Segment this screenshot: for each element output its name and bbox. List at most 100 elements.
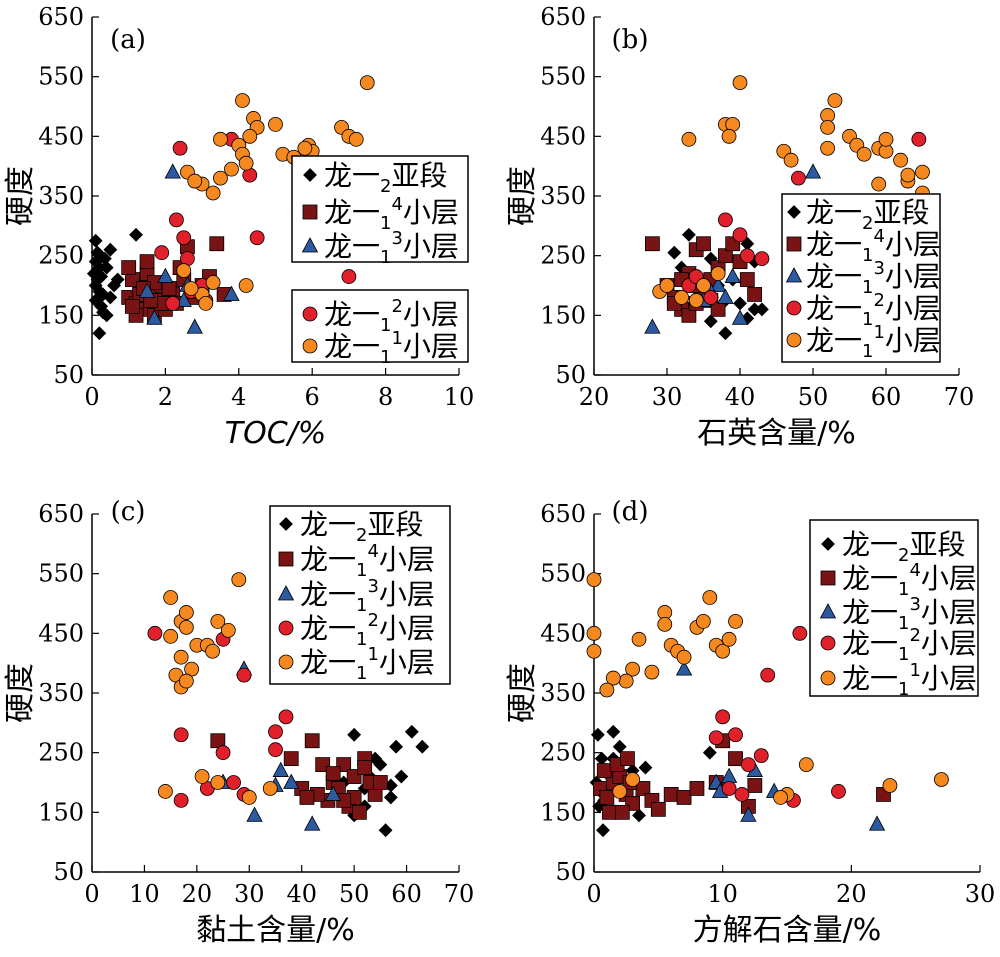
legend-marker [786,236,802,252]
data-point [268,742,283,758]
panel-label: (a) [110,25,146,55]
legend-marker [786,300,802,316]
data-point [183,281,199,296]
data-point [176,230,192,246]
data-point [223,285,240,301]
data-point [224,161,239,177]
x-tick-label: 6 [305,383,320,411]
data-point [740,806,757,822]
series-3 [708,625,846,808]
y-tick-label: 150 [38,301,84,329]
x-tick-label: 10 [129,880,160,908]
data-point [596,823,610,838]
legend-label: 龙一13小层 [842,594,977,634]
data-point [110,272,125,287]
data-point [231,572,247,588]
x-tick-label: 8 [378,383,393,411]
y-tick-label: 350 [38,182,84,210]
series-1 [593,733,891,820]
data-point [773,790,788,805]
x-tick-label: 40 [725,383,756,411]
data-point [178,605,194,620]
data-point [187,173,203,189]
legend-label: 龙一13小层 [806,258,941,298]
data-point [124,298,140,314]
legend-marker [301,237,319,253]
data-point [625,661,640,677]
data-point [404,724,419,739]
data-point [612,739,627,754]
x-tick-label: 60 [391,880,422,908]
data-point [868,815,886,831]
legend-label: 龙一2亚段 [806,196,929,234]
data-point [688,293,704,308]
data-point [198,295,214,311]
data-point [176,263,192,278]
data-point [586,625,602,641]
data-point [220,622,236,638]
legend-label: 龙一11小层 [324,328,459,368]
y-tick-label: 550 [540,560,586,588]
data-point [676,790,692,805]
data-point [169,212,184,228]
x-tick-label: 0 [586,880,601,908]
legend-label: 龙一12小层 [300,610,435,650]
series-4 [586,572,949,805]
chart-panel-b: 50 150 250 350 450 550 650 20 30 40 50 60 70 石英含量/% 硬度… [505,3,974,451]
y-tick-label: 350 [540,679,586,707]
x-tick-label: 0 [84,880,99,908]
data-point [163,628,179,644]
data-point [348,131,364,147]
data-point [675,660,693,676]
data-point [720,767,738,783]
data-point [657,616,673,632]
y-tick-label: 450 [38,619,84,647]
data-point [226,775,241,790]
data-point [90,272,105,287]
series-2 [675,660,886,831]
panel-label: (c) [111,497,146,527]
x-tick-label: 30 [234,880,265,908]
data-point [304,733,320,749]
data-point [747,778,763,793]
y-tick-label: 250 [540,739,586,767]
data-point [717,288,734,304]
legend-marker [278,654,294,670]
data-point [210,775,226,790]
data-point [831,784,846,799]
series-3 [681,131,934,305]
data-point [721,128,737,144]
legend-box [809,519,979,697]
data-point [650,801,666,817]
x-tick-label: 60 [871,383,902,411]
series-4 [176,75,375,311]
data-point [325,785,342,801]
data-point [121,260,137,276]
data-point [394,769,409,784]
data-point [304,815,321,831]
data-point [708,730,724,746]
data-point [389,739,404,754]
data-point [734,787,750,802]
x-axis-label: TOC/% [225,416,327,451]
x-tick-label: 50 [339,880,370,908]
chart-panel-c: 50 150 250 350 450 550 650 0 10 20 30 40 50 60 70 黏土含量/… [3,497,474,948]
y-tick-label: 650 [38,3,84,31]
y-tick-label: 150 [38,798,84,826]
legend-marker [787,205,801,219]
x-tick-label: 10 [444,383,475,411]
data-point [715,709,731,725]
x-tick-label: 20 [182,880,213,908]
data-point [262,781,278,796]
data-point [178,619,194,635]
data-point [739,272,755,287]
data-point [715,643,731,659]
legend-marker [821,537,835,551]
legend-marker [820,670,836,686]
data-point [268,724,283,740]
data-point [728,751,743,767]
x-tick-label: 50 [798,383,829,411]
data-point [632,808,646,823]
